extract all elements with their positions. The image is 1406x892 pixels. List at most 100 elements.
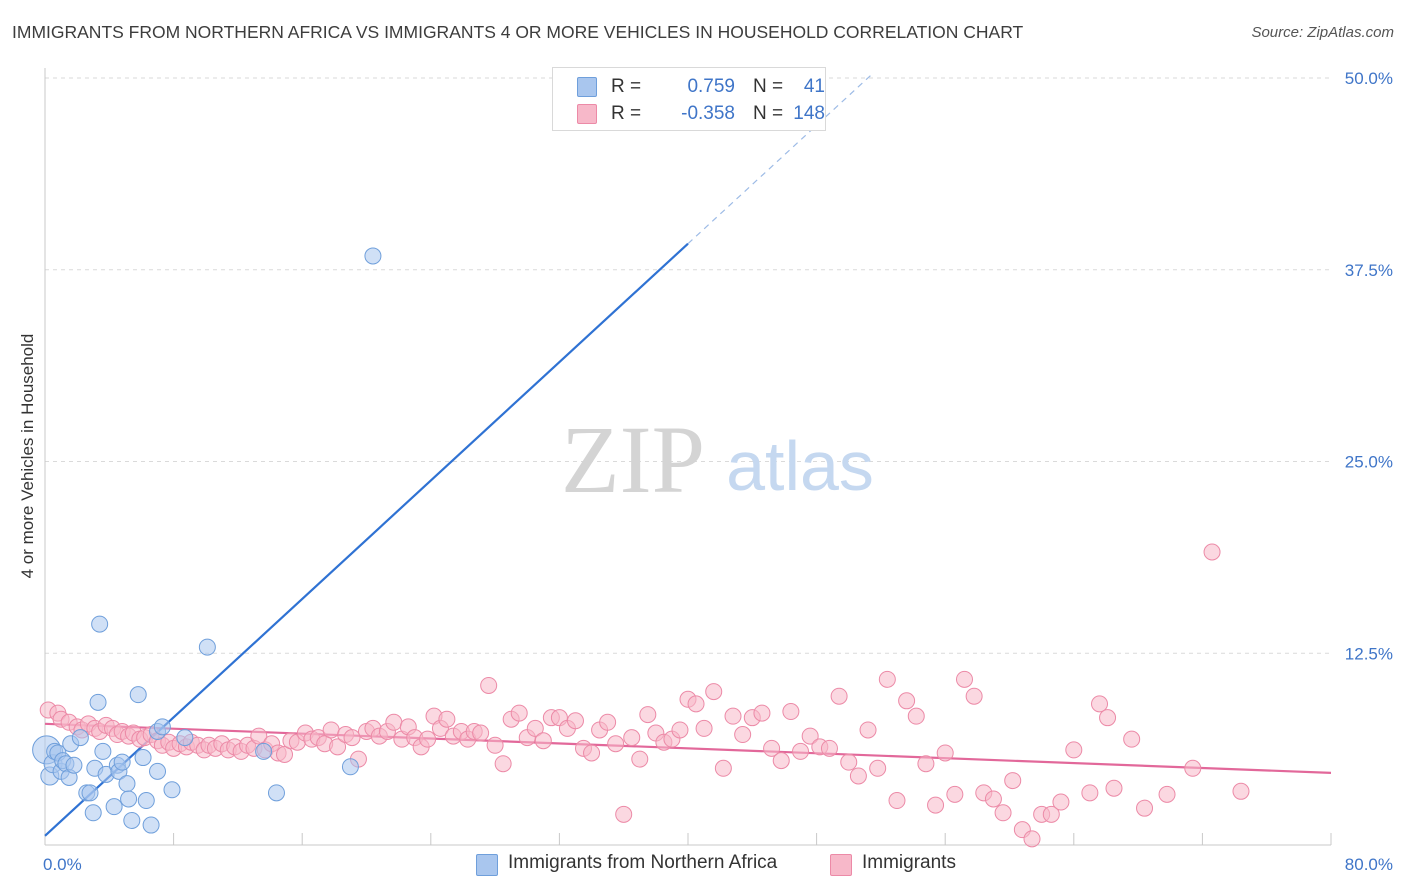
- grid-lines: [45, 77, 1331, 654]
- data-point-immigrants: [250, 727, 268, 745]
- data-point-northern-africa: [198, 638, 216, 656]
- data-point-northern-africa: [134, 749, 152, 767]
- data-point-immigrants: [984, 790, 1002, 808]
- data-point-immigrants: [671, 721, 689, 739]
- legend-r-value: 0.759: [687, 76, 735, 97]
- data-point-immigrants: [1004, 772, 1022, 790]
- legend-n-value: 41: [803, 76, 825, 97]
- data-point-northern-africa: [142, 816, 160, 834]
- y-tick-label: 50.0%: [1345, 69, 1393, 88]
- data-point-northern-africa: [84, 804, 102, 822]
- data-point-northern-africa: [105, 798, 123, 816]
- y-tick-label: 12.5%: [1345, 644, 1393, 663]
- data-point-immigrants: [955, 670, 973, 688]
- legend-r-label: R =: [611, 103, 642, 124]
- data-point-immigrants: [936, 744, 954, 762]
- data-point-immigrants: [1099, 709, 1117, 727]
- data-point-northern-africa: [364, 247, 382, 265]
- legend-swatch-pink: [577, 104, 597, 124]
- data-point-immigrants: [1184, 759, 1202, 777]
- data-point-immigrants: [1065, 741, 1083, 759]
- data-point-immigrants: [1023, 830, 1041, 848]
- data-point-immigrants: [878, 670, 896, 688]
- data-point-immigrants: [840, 753, 858, 771]
- data-point-immigrants: [1081, 784, 1099, 802]
- legend-n-label: N =: [753, 76, 784, 97]
- data-point-northern-africa: [113, 753, 131, 771]
- trendline-northern-africa-extension: [687, 72, 874, 245]
- data-point-immigrants: [419, 730, 437, 748]
- data-point-immigrants: [792, 742, 810, 760]
- data-point-immigrants: [830, 687, 848, 705]
- data-point-northern-africa: [137, 792, 155, 810]
- data-point-immigrants: [322, 721, 340, 739]
- data-point-immigrants: [329, 738, 347, 756]
- data-point-immigrants: [1042, 805, 1060, 823]
- data-point-immigrants: [965, 687, 983, 705]
- data-point-immigrants: [849, 767, 867, 785]
- legend-swatch-blue: [476, 854, 498, 876]
- legend-label: Immigrants from Northern Africa: [508, 852, 778, 873]
- data-point-immigrants: [276, 745, 294, 763]
- legend-label: Immigrants: [862, 852, 956, 873]
- data-point-immigrants: [888, 792, 906, 810]
- data-point-northern-africa: [94, 742, 112, 760]
- data-point-northern-africa: [81, 784, 99, 802]
- tick-labels: 12.5% 25.0% 37.5% 50.0% 0.0% 80.0%: [43, 69, 1393, 874]
- data-point-immigrants: [607, 735, 625, 753]
- data-point-northern-africa: [120, 790, 138, 808]
- data-point-immigrants: [820, 739, 838, 757]
- data-point-immigrants: [753, 704, 771, 722]
- stats-legend: R = 0.759 N = 41 R = -0.358 N = 148: [552, 67, 826, 131]
- legend-n-value: 148: [793, 103, 825, 124]
- y-tick-label: 25.0%: [1345, 453, 1393, 472]
- data-point-immigrants: [1091, 695, 1109, 713]
- data-point-immigrants: [927, 796, 945, 814]
- data-point-northern-africa: [149, 762, 167, 780]
- data-point-northern-africa: [118, 775, 136, 793]
- data-point-immigrants: [1136, 799, 1154, 817]
- data-point-immigrants: [1158, 785, 1176, 803]
- legend-r-label: R =: [611, 76, 642, 97]
- data-point-immigrants: [1232, 782, 1250, 800]
- data-point-immigrants: [566, 712, 584, 730]
- watermark: ZIP atlas: [561, 406, 874, 513]
- data-point-northern-africa: [65, 756, 83, 774]
- data-point-immigrants: [343, 729, 361, 747]
- data-point-northern-africa: [176, 729, 194, 747]
- data-point-immigrants: [472, 724, 490, 742]
- data-point-immigrants: [615, 805, 633, 823]
- data-point-immigrants: [583, 744, 601, 762]
- data-point-immigrants: [631, 750, 649, 768]
- data-point-immigrants: [385, 713, 403, 731]
- data-point-immigrants: [994, 804, 1012, 822]
- data-point-immigrants: [1105, 779, 1123, 797]
- data-point-immigrants: [907, 707, 925, 725]
- legend-swatch-blue: [577, 77, 597, 97]
- data-point-northern-africa: [89, 693, 107, 711]
- legend-n-label: N =: [753, 103, 784, 124]
- data-point-immigrants: [486, 736, 504, 754]
- data-point-immigrants: [714, 759, 732, 777]
- legend-r-value: -0.358: [681, 103, 735, 124]
- data-point-northern-africa: [71, 729, 89, 747]
- data-point-immigrants: [801, 727, 819, 745]
- data-point-immigrants: [1203, 543, 1221, 561]
- data-point-northern-africa: [123, 811, 141, 829]
- data-point-immigrants: [695, 719, 713, 737]
- data-point-immigrants: [734, 726, 752, 744]
- x-tick-label: 80.0%: [1345, 855, 1393, 874]
- data-point-immigrants: [898, 692, 916, 710]
- data-point-immigrants: [946, 785, 964, 803]
- data-point-immigrants: [599, 713, 617, 731]
- data-point-immigrants: [917, 755, 935, 773]
- watermark-atlas: atlas: [726, 427, 874, 505]
- data-point-immigrants: [510, 704, 528, 722]
- data-point-northern-africa: [341, 758, 359, 776]
- data-point-immigrants: [687, 695, 705, 713]
- data-point-immigrants: [705, 683, 723, 701]
- data-point-northern-africa: [129, 686, 147, 704]
- y-tick-label: 37.5%: [1345, 261, 1393, 280]
- data-point-northern-africa: [163, 781, 181, 799]
